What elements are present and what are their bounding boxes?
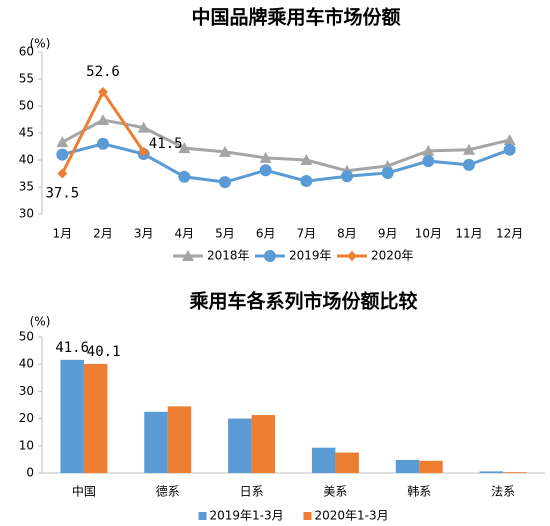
point [259,164,272,177]
point [219,145,231,157]
bar [83,363,108,473]
point [463,143,475,155]
point [178,142,191,154]
point [57,168,68,179]
data-label: 52.6 [86,64,120,80]
point [219,176,231,189]
point [503,134,516,146]
point [422,144,435,156]
legend-swatch [303,512,312,520]
y-tick-label: 50 [19,99,34,113]
series-line [61,142,511,184]
point [463,158,475,171]
x-tick-label: 美系 [323,485,347,499]
y-tick-label: 60 [19,45,34,59]
x-tick-label: 10月 [415,227,442,241]
data-label: 41.5 [149,136,183,152]
legend-marker [182,250,194,261]
point [341,170,353,183]
bar [167,406,192,473]
x-tick-label: 11月 [455,227,482,241]
y-tick-label: 30 [19,384,34,398]
x-tick-label: 2月 [93,227,113,241]
x-tick-label: 1月 [53,227,73,241]
legend-swatch [198,512,207,520]
x-tick-label: 7月 [297,227,317,241]
bar [479,471,504,473]
bar [395,459,420,473]
point [138,146,149,157]
bar [419,460,443,473]
point [178,170,191,183]
bar [335,452,359,473]
y-axis-label: (%) [30,37,51,51]
chart-title: 乘用车各系列市场份额比较 [188,290,417,313]
point [56,148,69,161]
y-tick-label: 40 [19,357,34,371]
point [56,136,69,148]
y-tick-label: 40 [19,153,34,167]
point [97,137,109,150]
legend-marker [264,250,276,262]
x-tick-label: 德系 [156,484,180,499]
point [300,154,313,165]
legend-label: 2020年 [371,249,414,263]
x-tick-label: 3月 [134,227,154,241]
y-tick-label: 50 [19,330,34,344]
point [98,86,108,97]
point [97,114,109,126]
y-tick-label: 10 [19,438,34,452]
y-tick-label: 30 [19,207,34,221]
legend-label: 2019年 [289,249,332,263]
y-tick-label: 20 [19,411,34,425]
x-tick-label: 日系 [240,485,264,499]
bar [251,415,276,473]
y-tick-label: 0 [26,466,34,480]
legend-label: 2018年 [207,249,250,263]
x-tick-label: 4月 [175,227,195,241]
point [259,151,272,163]
point [503,143,516,156]
x-tick-label: 5月 [215,227,235,241]
chart-title: 中国品牌乘用车市场份额 [191,6,400,29]
point [137,121,150,133]
legend-label: 2019年1-3月 [210,509,284,523]
y-tick-label: 55 [19,72,34,86]
x-tick-label: 中国 [72,484,96,499]
bar [503,472,527,473]
bar [60,359,84,473]
point [300,175,313,188]
x-tick-label: 6月 [256,227,276,241]
point [381,166,394,179]
data-label: 37.5 [45,186,79,202]
y-axis-label: (%) [30,315,51,329]
y-tick-label: 45 [19,126,34,140]
legend-marker [347,251,357,261]
series-line [60,88,145,175]
x-tick-label: 8月 [337,227,357,241]
data-label: 40.1 [87,344,121,360]
x-tick-label: 韩系 [407,484,431,499]
point [422,155,435,168]
y-tick-label: 35 [19,180,34,194]
bar [311,447,336,473]
data-label: 41.6 [55,340,89,356]
legend-label: 2020年1-3月 [315,509,389,523]
bar [144,411,168,473]
x-tick-label: 12月 [496,227,523,241]
x-tick-label: 9月 [378,227,398,241]
series-line [61,118,511,173]
x-tick-label: 法系 [491,485,515,499]
bar [228,418,252,473]
